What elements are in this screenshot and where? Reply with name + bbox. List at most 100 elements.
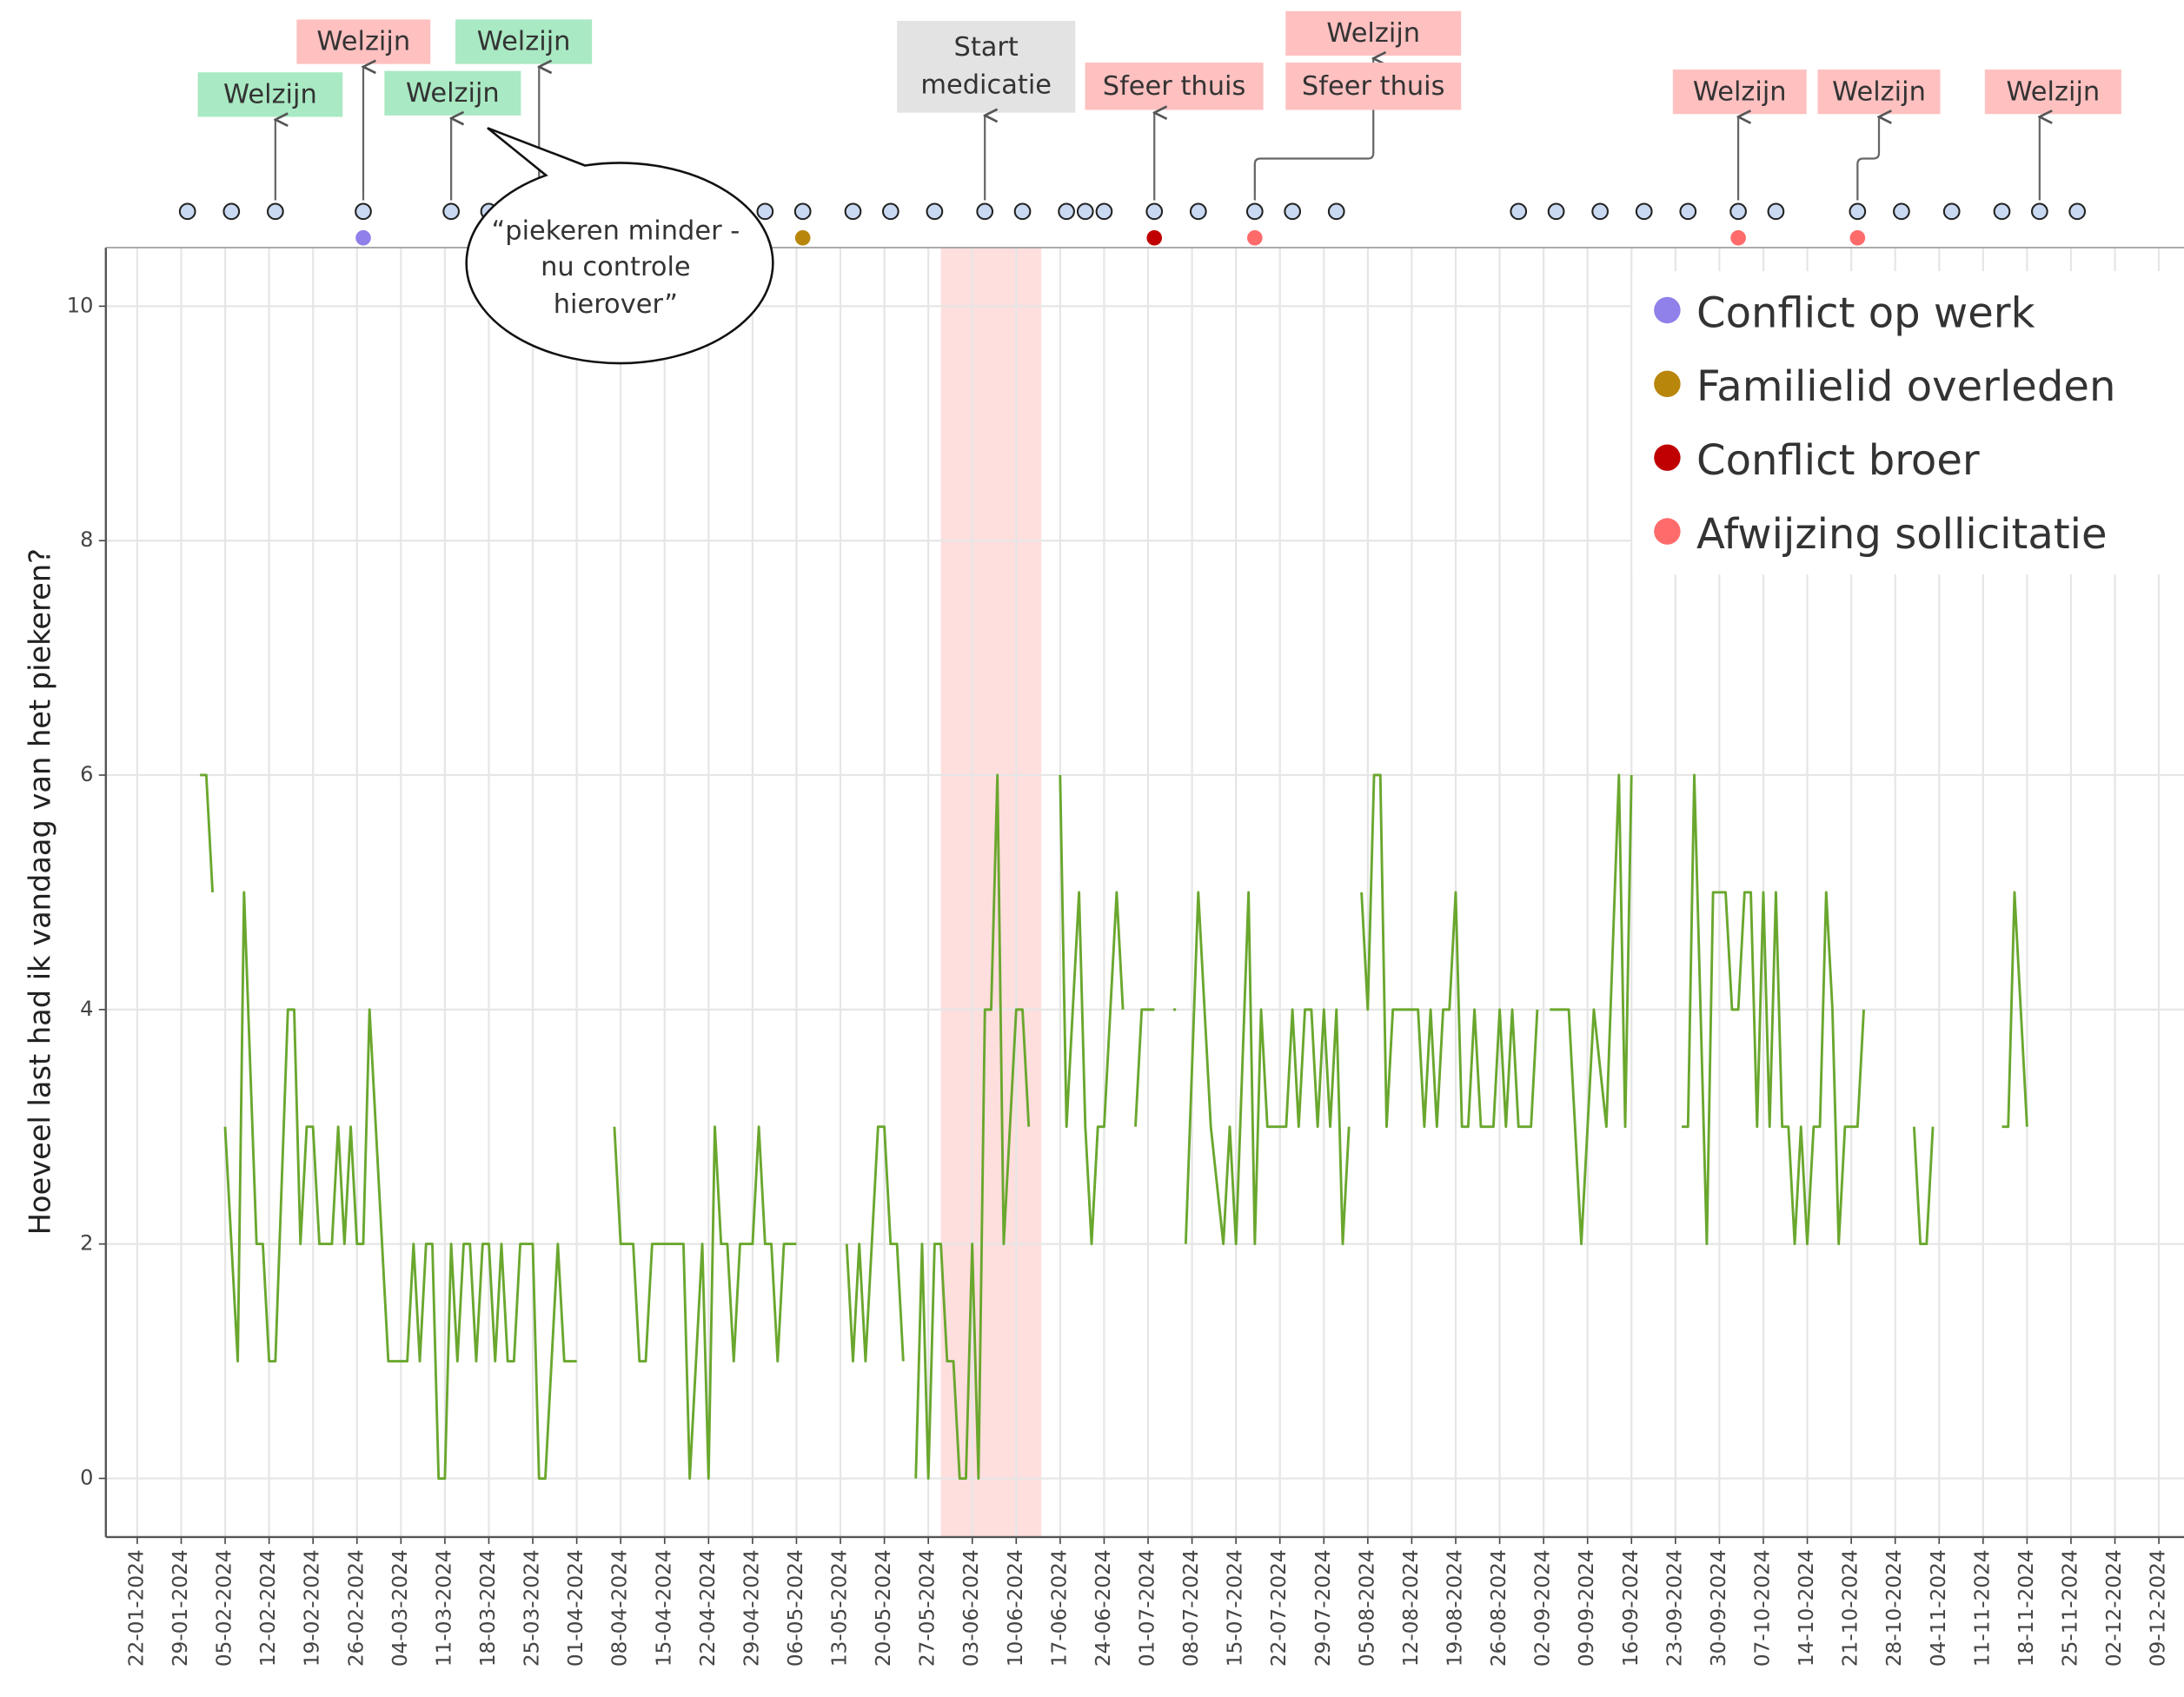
annotation-box xyxy=(197,72,343,117)
x-tick-label: 22-07-2024 xyxy=(1267,1549,1291,1667)
x-tick-label: 02-12-2024 xyxy=(2102,1549,2126,1667)
measurement-dot xyxy=(1679,202,1697,221)
measurement-dot xyxy=(1510,202,1528,221)
legend-label: Afwijzing sollicitatie xyxy=(1696,510,2108,559)
measurement-dot xyxy=(976,202,994,221)
x-tick-label: 08-07-2024 xyxy=(1179,1549,1203,1667)
y-tick-label: 10 xyxy=(67,293,94,317)
annotation-box xyxy=(296,19,431,64)
measurement-dot xyxy=(844,202,862,221)
measurement-dot xyxy=(2068,202,2087,221)
x-tick-label: 24-06-2024 xyxy=(1092,1549,1115,1667)
legend-marker xyxy=(1654,370,1681,398)
x-tick-label: 23-09-2024 xyxy=(1663,1549,1686,1667)
annotation-label-wrap: Welzijn xyxy=(477,26,571,56)
x-tick-label: 14-10-2024 xyxy=(1795,1549,1818,1667)
measurement-dot xyxy=(2030,202,2048,221)
measurement-dot xyxy=(1327,202,1345,221)
x-tick-label: 22-04-2024 xyxy=(696,1549,720,1667)
x-tick-label: 12-08-2024 xyxy=(1399,1549,1423,1667)
x-tick-label: 09-12-2024 xyxy=(2147,1549,2170,1667)
x-tick-label: 27-05-2024 xyxy=(916,1549,939,1667)
callout-text-wrap: “piekeren minder - nu controle hierover” xyxy=(491,215,740,320)
data-line xyxy=(2001,891,2028,1129)
x-tick-label: 25-11-2024 xyxy=(2058,1549,2081,1667)
y-tick-label: 8 xyxy=(80,527,93,552)
measurement-dot xyxy=(222,202,241,221)
shaded-region xyxy=(940,247,1042,1537)
annotation-label: Welzijn xyxy=(316,25,411,57)
measurement-dot xyxy=(1145,202,1164,221)
x-tick-label: 16-09-2024 xyxy=(1619,1549,1643,1667)
measurement-dot xyxy=(1767,202,1785,221)
data-line xyxy=(613,1125,797,1480)
event-dot xyxy=(1849,229,1866,246)
annotation-label: Welzijn xyxy=(1692,76,1787,107)
legend xyxy=(1632,271,2184,575)
data-line xyxy=(845,1125,905,1363)
data-line xyxy=(1059,774,1125,1246)
annotation-label: Welzijn xyxy=(223,78,317,109)
x-tick-label: 29-07-2024 xyxy=(1311,1549,1335,1667)
measurement-dot xyxy=(1189,202,1207,221)
annotation-arrow xyxy=(1856,116,1879,201)
x-tick-label: 26-08-2024 xyxy=(1487,1549,1510,1667)
measurement-dot xyxy=(1547,202,1565,221)
annotation-arrow xyxy=(1253,58,1373,201)
annotation-label: Welzijn xyxy=(1326,17,1421,49)
data-line xyxy=(223,891,577,1480)
annotation-box xyxy=(455,19,593,64)
event-dot xyxy=(1247,229,1263,246)
annotation-box xyxy=(1285,63,1462,110)
x-tick-label: 18-11-2024 xyxy=(2015,1549,2038,1667)
y-tick-label: 6 xyxy=(80,762,93,786)
annotation-label-wrap: Welzijn xyxy=(2006,76,2100,107)
legend-marker xyxy=(1654,296,1681,324)
y-tick-label: 4 xyxy=(80,997,93,1021)
legend-label: Conflict op werk xyxy=(1696,288,2035,337)
measurement-dot xyxy=(1591,202,1610,221)
event-dot xyxy=(794,229,811,246)
x-tick-label: 03-06-2024 xyxy=(959,1549,983,1667)
x-tick-label: 11-03-2024 xyxy=(432,1549,455,1667)
measurement-dot xyxy=(793,202,812,221)
annotation-label-wrap: Welzijn xyxy=(406,77,500,108)
annotation-label: Sfeer thuis xyxy=(1102,70,1246,102)
annotation-label-wrap: Welzijn xyxy=(1326,17,1421,49)
legend-marker xyxy=(1654,518,1681,545)
y-tick-label: 2 xyxy=(80,1231,93,1256)
x-tick-label: 21-10-2024 xyxy=(1839,1549,1862,1667)
x-tick-label: 06-05-2024 xyxy=(784,1549,807,1667)
y-axis-label: Hoeveel last had ik vandaag van het piek… xyxy=(23,548,57,1235)
x-tick-label: 15-07-2024 xyxy=(1224,1549,1247,1667)
measurement-dot xyxy=(355,202,372,221)
annotation-box xyxy=(1984,70,2121,115)
measurement-dot xyxy=(1635,202,1653,221)
annotation-label: Start medicatie xyxy=(920,32,1052,101)
measurement-dot xyxy=(1893,202,1910,221)
x-tick-label: 05-08-2024 xyxy=(1355,1549,1378,1667)
x-tick-label: 19-08-2024 xyxy=(1443,1549,1466,1667)
measurement-dot xyxy=(881,202,899,221)
measurement-dot xyxy=(1849,202,1867,221)
x-tick-label: 04-11-2024 xyxy=(1927,1549,1950,1667)
x-tick-label: 04-03-2024 xyxy=(388,1549,412,1667)
measurement-dot xyxy=(1076,202,1094,221)
measurement-dot xyxy=(1245,202,1264,221)
x-tick-label: 19-02-2024 xyxy=(301,1549,324,1667)
annotation-box xyxy=(1285,10,1462,56)
measurement-dot xyxy=(1993,202,2011,221)
event-dot xyxy=(355,229,371,246)
legend-label: Conflict broer xyxy=(1696,436,1980,485)
annotation-label-wrap: Sfeer thuis xyxy=(1302,70,1445,101)
x-tick-label: 15-04-2024 xyxy=(652,1549,675,1667)
x-tick-label: 17-06-2024 xyxy=(1047,1549,1071,1667)
x-tick-label: 05-02-2024 xyxy=(213,1549,236,1667)
x-tick-label: 02-09-2024 xyxy=(1531,1549,1555,1667)
annotation-label: Welzijn xyxy=(1832,76,1926,107)
annotation-box xyxy=(1672,70,1807,115)
measurement-dot xyxy=(1013,202,1032,221)
data-line xyxy=(1134,1008,1155,1127)
x-tick-label: 13-05-2024 xyxy=(828,1549,852,1667)
